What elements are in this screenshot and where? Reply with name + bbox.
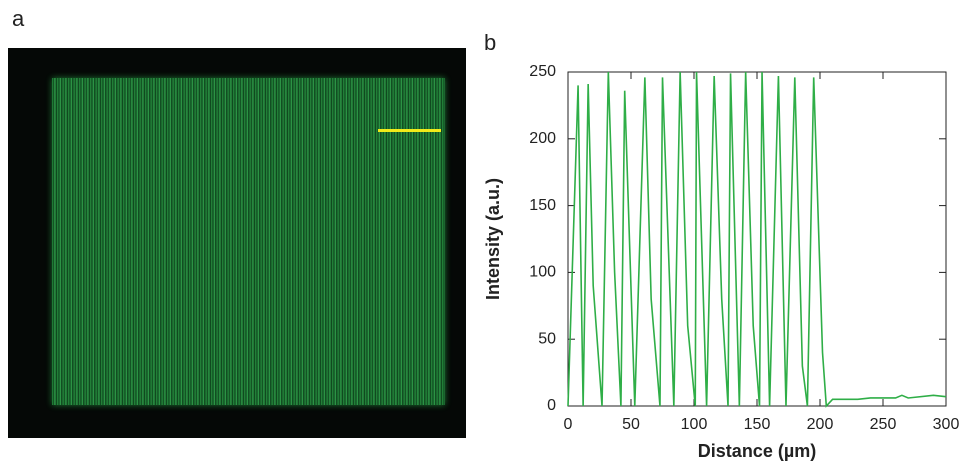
y-tick-label: 250	[529, 63, 556, 80]
data-line	[567, 71, 947, 408]
x-tick-label: 150	[744, 416, 771, 433]
x-tick-label: 0	[564, 416, 573, 433]
y-tick-label: 100	[529, 264, 556, 281]
x-tick-label: 100	[681, 416, 708, 433]
profile-line	[378, 129, 441, 132]
y-tick-label: 200	[529, 130, 556, 147]
micrograph	[8, 48, 466, 438]
y-axis-label: Intensity (a.u.)	[483, 178, 503, 300]
panel-label: b	[484, 30, 496, 55]
y-tick-label: 0	[547, 397, 556, 414]
y-tick-label: 50	[538, 330, 556, 347]
panel-label: a	[12, 6, 25, 31]
fiber-array	[52, 78, 445, 405]
x-tick-label: 300	[933, 416, 960, 433]
x-tick-label: 50	[622, 416, 640, 433]
x-tick-label: 250	[870, 416, 897, 433]
x-tick-label: 200	[807, 416, 834, 433]
x-axis-label: Distance (µm)	[698, 441, 816, 461]
y-tick-label: 150	[529, 197, 556, 214]
